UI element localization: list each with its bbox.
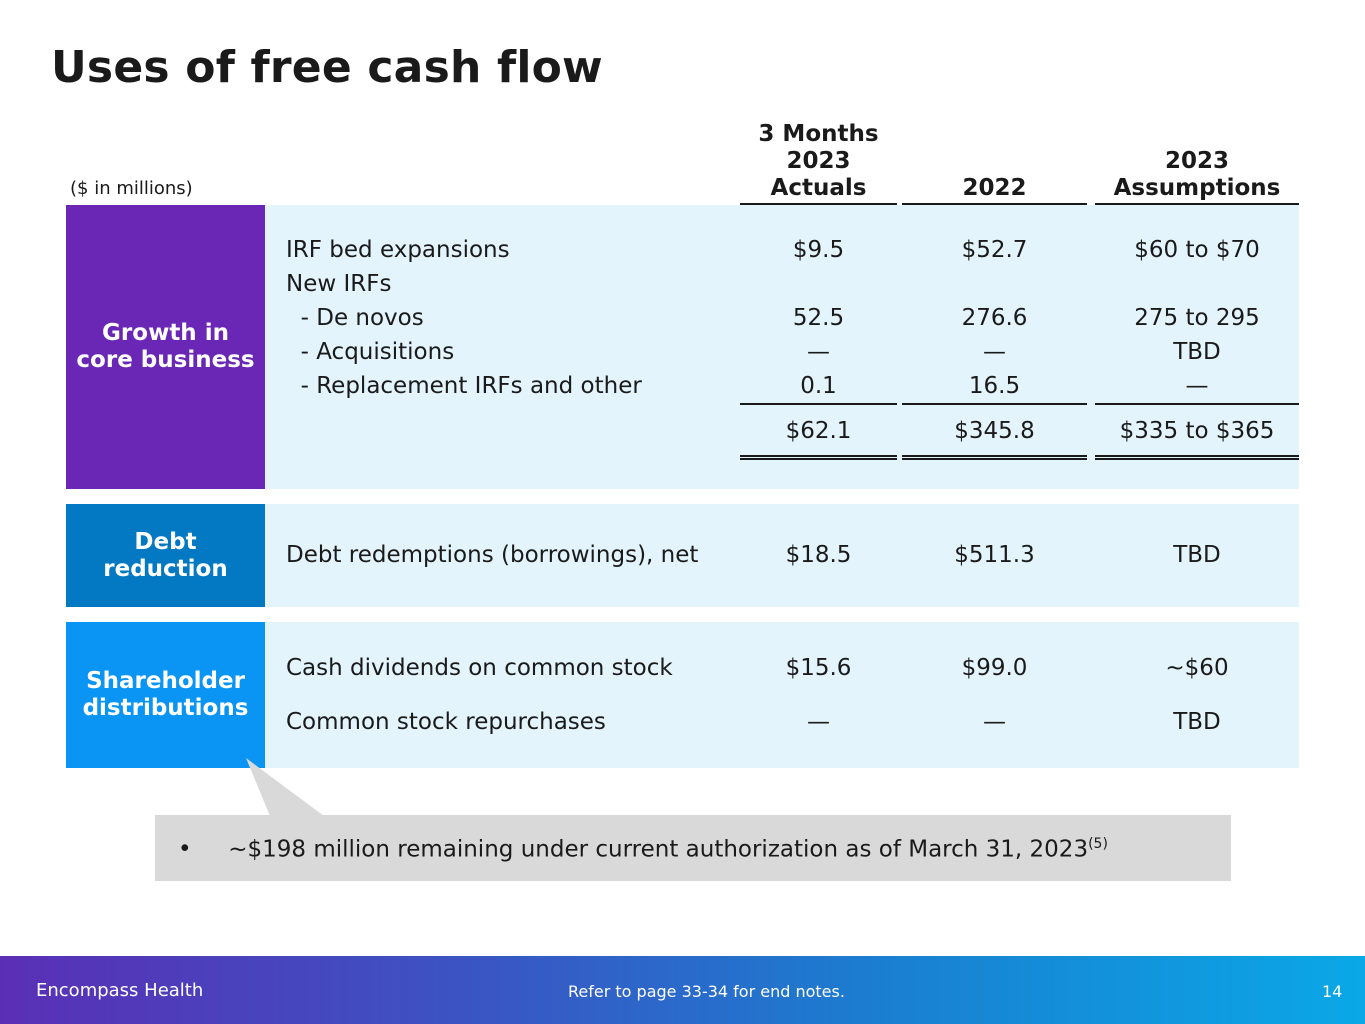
header-rule-c1 xyxy=(740,203,897,205)
total-double-rule-c3 xyxy=(1095,455,1299,460)
cell-c2: — xyxy=(983,709,1006,735)
category-debt: Debt reduction xyxy=(66,504,265,607)
row-label: IRF bed expansions xyxy=(286,237,510,263)
callout-body: ~$198 million remaining under current au… xyxy=(228,836,1089,863)
cell-c3: TBD xyxy=(1173,542,1221,568)
col-header-2023-assumptions: 2023 Assumptions xyxy=(1113,148,1281,201)
cell-c3: TBD xyxy=(1173,709,1221,735)
callout-box xyxy=(155,815,1231,881)
cell-c3: 275 to 295 xyxy=(1134,305,1260,331)
subtotal-rule-c2 xyxy=(902,403,1087,405)
cell-c1: 0.1 xyxy=(800,373,837,399)
row-label: Debt redemptions (borrowings), net xyxy=(286,542,699,568)
cell-c1: $15.6 xyxy=(785,655,852,681)
category-shareholder-label: Shareholder distributions xyxy=(82,668,249,721)
debt-band xyxy=(265,504,1299,607)
callout-text: • ~$198 million remaining under current … xyxy=(178,829,1108,865)
category-growth: Growth in core business xyxy=(66,205,265,489)
page-number: 14 xyxy=(1322,982,1343,1001)
cell-c2: 16.5 xyxy=(968,373,1021,399)
total-c2: $345.8 xyxy=(954,418,1035,444)
category-debt-label: Debt reduction xyxy=(103,528,228,582)
page-title: Uses of free cash flow xyxy=(51,42,603,93)
footer-company: Encompass Health xyxy=(36,980,204,1001)
cell-c3: ~$60 xyxy=(1165,655,1229,681)
subtotal-rule-c1 xyxy=(740,403,897,405)
footer-endnote: Refer to page 33-34 for end notes. xyxy=(568,982,845,1001)
growth-band xyxy=(265,205,1299,489)
cell-c1: 52.5 xyxy=(792,305,845,331)
bullet: • xyxy=(178,836,192,863)
col-header-3m-2023-actuals: 3 Months 2023 Actuals xyxy=(758,121,879,201)
row-label: New IRFs xyxy=(286,271,392,297)
cell-c3: — xyxy=(1185,373,1209,399)
cell-c2: — xyxy=(983,339,1006,365)
units-note: ($ in millions) xyxy=(70,178,193,199)
header-rule-c2 xyxy=(902,203,1087,205)
footer-bar xyxy=(0,956,1365,1024)
cell-c1: $18.5 xyxy=(785,542,852,568)
cell-c3: $60 to $70 xyxy=(1134,237,1260,263)
row-label: Common stock repurchases xyxy=(286,709,606,735)
subtotal-rule-c3 xyxy=(1095,403,1299,405)
row-label: Cash dividends on common stock xyxy=(286,655,673,681)
total-c1: $62.1 xyxy=(785,418,852,444)
cell-c1: $9.5 xyxy=(792,237,845,263)
cell-c1: — xyxy=(807,709,830,735)
cell-c2: $511.3 xyxy=(954,542,1035,568)
header-rule-c3 xyxy=(1095,203,1299,205)
cell-c3: TBD xyxy=(1173,339,1221,365)
shareholder-band xyxy=(265,622,1299,768)
footnote-ref: (5) xyxy=(1088,836,1108,852)
row-label: - Acquisitions xyxy=(286,339,455,365)
total-double-rule-c2 xyxy=(902,455,1087,460)
total-c3: $335 to $365 xyxy=(1119,418,1275,444)
col-header-2022: 2022 xyxy=(962,175,1027,201)
callout-pointer xyxy=(246,758,324,816)
cell-c2: 276.6 xyxy=(961,305,1028,331)
category-growth-label: Growth in core business xyxy=(76,320,255,373)
cell-c2: $52.7 xyxy=(961,237,1028,263)
cell-c2: $99.0 xyxy=(961,655,1028,681)
cell-c1: — xyxy=(807,339,830,365)
total-double-rule-c1 xyxy=(740,455,897,460)
row-label: - De novos xyxy=(286,305,424,331)
row-label: - Replacement IRFs and other xyxy=(286,373,642,399)
category-shareholder: Shareholder distributions xyxy=(66,622,265,768)
